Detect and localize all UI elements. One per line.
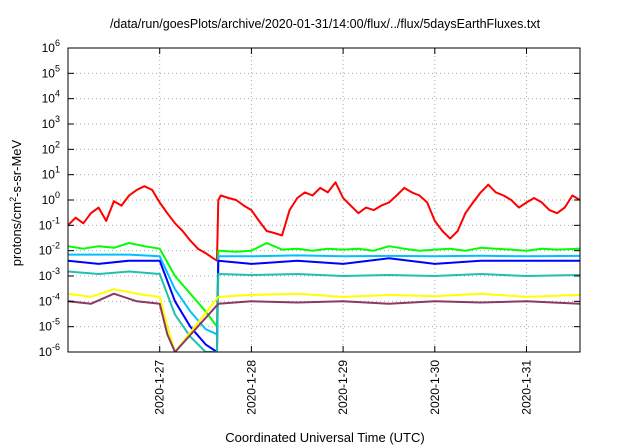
series-group [68,181,580,352]
y-tick-label-base: 10 [39,218,53,232]
y-tick-label-exp: -4 [52,291,60,301]
y-tick-label: 10-4 [39,291,60,308]
y-tick-label-exp: 4 [55,89,60,99]
y-tick-label: 10-5 [39,317,60,334]
y-tick-label-base: 10 [39,269,53,283]
y-tick-label-exp: 0 [55,190,60,200]
y-tick-label-exp: 2 [55,139,60,149]
y-axis: 10-610-510-410-310-210-11001011021031041… [39,38,580,359]
y-axis-title-main: protons/cm [9,202,24,266]
y-tick-label-base: 10 [42,142,56,156]
chart-title: /data/run/goesPlots/archive/2020-01-31/1… [110,17,541,31]
y-tick-label-base: 10 [39,294,53,308]
y-tick-label-base: 10 [39,345,53,359]
y-tick-label: 106 [42,38,60,55]
series-line-2 [68,242,580,328]
y-tick-label-exp: -6 [52,342,60,352]
y-tick-label: 10-1 [39,215,60,232]
x-tick-label: 2020-1-29 [336,360,350,415]
y-axis-title-rest: -s-sr-MeV [9,139,24,196]
y-tick-label-base: 10 [39,244,53,258]
y-tick-label-base: 10 [42,41,56,55]
y-tick-label-exp: 6 [55,38,60,48]
series-line-5 [68,270,580,352]
y-tick-label-exp: 5 [55,63,60,73]
y-tick-label: 102 [42,139,60,156]
y-tick-label: 100 [42,190,60,207]
y-axis-title: protons/cm2-s-sr-MeV [8,139,24,266]
y-tick-label-exp: -1 [52,215,60,225]
y-tick-label: 101 [42,165,60,182]
x-tick-label: 2020-1-31 [520,360,534,415]
series-line-1 [68,181,580,262]
y-tick-label-exp: 3 [55,114,60,124]
y-tick-label-base: 10 [42,193,56,207]
series-line-6 [68,288,580,352]
y-tick-label-base: 10 [42,168,56,182]
y-tick-label-base: 10 [39,320,53,334]
series-line-7 [68,292,580,352]
x-tick-label: 2020-1-27 [153,360,167,415]
y-tick-label-exp: -2 [52,241,60,251]
y-tick-label: 10-2 [39,241,60,258]
x-axis: 2020-1-27 2020-1-28 2020-1-29 2020-1-30 2020… [153,48,534,415]
series-line-4 [68,257,580,352]
y-tick-label-exp: -3 [52,266,60,276]
y-tick-label: 103 [42,114,60,131]
y-tick-label-base: 10 [42,66,56,80]
y-tick-label: 104 [42,89,60,106]
grid [68,48,580,352]
y-tick-label: 10-3 [39,266,60,283]
x-axis-title: Coordinated Universal Time (UTC) [225,430,424,445]
y-tick-label: 10-6 [39,342,60,359]
series-line-3 [68,253,580,336]
y-tick-label-exp: -5 [52,317,60,327]
y-tick-label-base: 10 [42,92,56,106]
x-tick-label: 2020-1-30 [428,360,442,415]
y-tick-label: 105 [42,63,60,80]
x-tick-label: 2020-1-28 [244,360,258,415]
y-tick-label-exp: 1 [55,165,60,175]
y-tick-label-base: 10 [42,117,56,131]
y-axis-title-sup: 2 [8,197,18,202]
